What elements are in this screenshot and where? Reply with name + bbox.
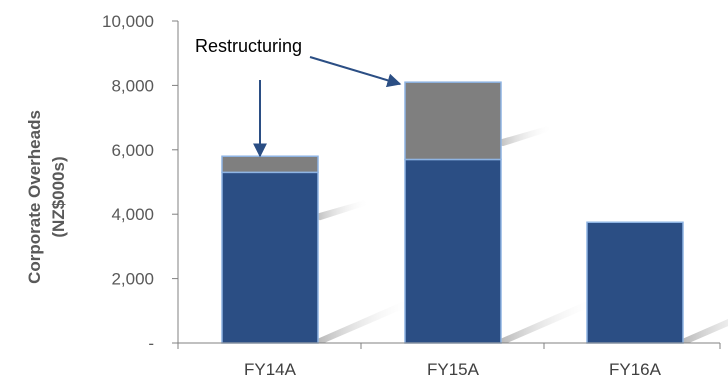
- y-tick-label: 6,000: [111, 141, 154, 160]
- bar-shadow: [308, 200, 370, 221]
- y-tick-label: 2,000: [111, 270, 154, 289]
- bar-shadow: [491, 301, 595, 343]
- annotation-arrow-fy15a: [309, 56, 402, 88]
- bar-shadow: [491, 126, 553, 147]
- y-tick-label: 4,000: [111, 205, 154, 224]
- bar-fy16a-segment-1: [586, 221, 684, 344]
- y-tick-label: 10,000: [102, 12, 154, 31]
- x-tick-label: FY14A: [244, 360, 297, 379]
- restructuring-annotation: Restructuring: [195, 36, 402, 158]
- y-axis-title-line-2: (NZ$000s): [49, 156, 68, 237]
- bar-fy15a-segment-2: [404, 81, 502, 161]
- y-axis-title-line-1: Corporate Overheads: [25, 110, 44, 284]
- y-tick-label: 8,000: [111, 76, 154, 95]
- x-ticks: FY14A FY15A FY16A: [177, 343, 721, 379]
- bar-shadow: [308, 301, 412, 343]
- bar-fy14a-segment-1: [221, 171, 319, 344]
- bar-fy14a-segment-2: [221, 155, 319, 174]
- y-ticks: - 2,000 4,000 6,000 8,000 10,000: [102, 12, 178, 353]
- bar-shadow: [673, 318, 728, 343]
- bar-fy15a-segment-1: [404, 158, 502, 344]
- axes: [177, 21, 720, 344]
- bars: [221, 81, 684, 344]
- y-axis-title: Corporate Overheads (NZ$000s): [25, 110, 68, 284]
- x-tick-label: FY15A: [427, 360, 480, 379]
- y-tick-label: -: [148, 334, 154, 353]
- bar-shadows: [308, 126, 728, 343]
- annotation-label: Restructuring: [195, 36, 302, 56]
- x-tick-label: FY16A: [609, 360, 662, 379]
